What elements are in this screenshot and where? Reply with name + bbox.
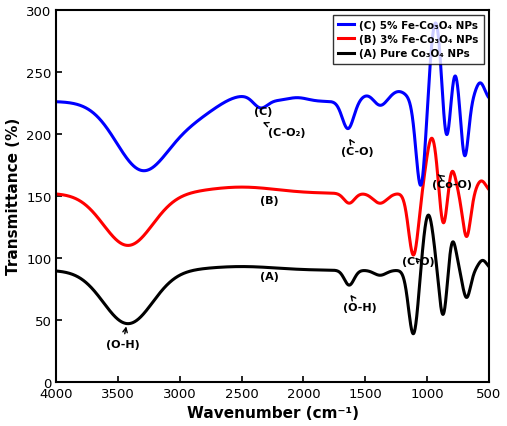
Legend: (C) 5% Fe-Co₃O₄ NPs, (B) 3% Fe-Co₃O₄ NPs, (A) Pure Co₃O₄ NPs: (C) 5% Fe-Co₃O₄ NPs, (B) 3% Fe-Co₃O₄ NPs…: [333, 16, 484, 64]
Text: (A): (A): [260, 271, 279, 281]
Text: (C-O): (C-O): [341, 141, 373, 156]
Text: (Co-O): (Co-O): [432, 176, 472, 190]
Text: (C): (C): [254, 106, 272, 117]
X-axis label: Wavenumber (cm⁻¹): Wavenumber (cm⁻¹): [187, 406, 358, 420]
Text: (B): (B): [260, 196, 279, 206]
Text: (C-O): (C-O): [403, 256, 435, 266]
Text: (O-H): (O-H): [106, 328, 139, 349]
Y-axis label: Transmittance (%): Transmittance (%): [6, 118, 21, 275]
Text: (C-O₂): (C-O₂): [264, 123, 305, 138]
Text: (O-H): (O-H): [343, 296, 377, 312]
